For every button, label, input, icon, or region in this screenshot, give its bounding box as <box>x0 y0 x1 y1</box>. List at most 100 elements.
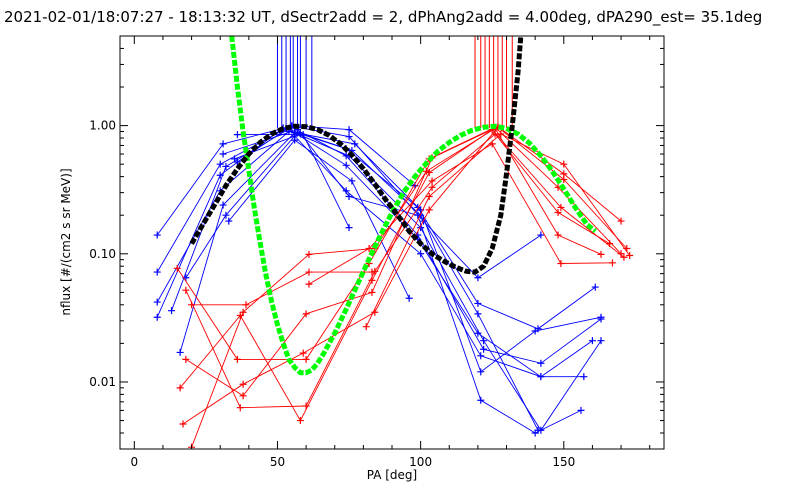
x-tick-label: 150 <box>552 455 575 469</box>
blue-data-point <box>580 373 588 381</box>
blue-data-point <box>176 348 184 356</box>
red-data-point <box>557 259 565 267</box>
red-series-line <box>182 126 628 425</box>
blue-data-point <box>222 211 230 219</box>
red-series-line <box>176 126 622 360</box>
red-series-line <box>185 126 622 397</box>
red-series-line <box>191 127 602 448</box>
blue-data-point <box>225 217 233 225</box>
red-data-point <box>182 355 190 363</box>
blue-data-point <box>233 131 241 139</box>
red-data-point <box>425 192 433 200</box>
blue-series-line <box>156 128 539 431</box>
red-data-point <box>362 323 370 331</box>
red-data-point <box>179 420 187 428</box>
red-data-point <box>606 240 614 248</box>
red-series-line <box>179 129 625 422</box>
red-data-point <box>597 250 605 258</box>
red-data-point <box>557 203 565 211</box>
red-series-line <box>308 143 613 285</box>
blue-data-point <box>480 345 488 353</box>
blue-data-point <box>342 152 350 160</box>
red-data-point <box>188 301 196 309</box>
blue-data-point <box>153 313 161 321</box>
blue-data-point <box>474 329 482 337</box>
red-data-point <box>236 404 244 412</box>
red-data-point <box>299 349 307 357</box>
blue-series-line <box>156 127 602 432</box>
green-model-curve <box>229 36 597 376</box>
blue-data-point <box>480 337 488 345</box>
red-data-point <box>428 177 436 185</box>
red-data-point <box>554 231 562 239</box>
red-data-point <box>425 206 433 214</box>
blue-data-point <box>153 268 161 276</box>
blue-data-point <box>414 203 422 211</box>
red-data-point <box>233 355 241 363</box>
blue-data-point <box>477 352 485 360</box>
blue-data-point <box>233 158 241 166</box>
blue-data-point <box>588 337 596 345</box>
y-axis-label: nflux [#/(cm2 s sr MeV)] <box>59 168 73 315</box>
red-data-point <box>626 251 634 259</box>
red-data-point <box>239 308 247 316</box>
red-data-point <box>239 392 247 400</box>
red-data-point <box>305 280 313 288</box>
red-data-point <box>302 355 310 363</box>
blue-series-line <box>185 135 593 378</box>
x-tick-label: 100 <box>409 455 432 469</box>
plot-area <box>153 36 634 449</box>
blue-data-point <box>291 136 299 144</box>
blue-data-point <box>222 162 230 170</box>
blue-data-point <box>534 325 542 333</box>
blue-data-point <box>153 231 161 239</box>
red-data-point <box>608 259 616 267</box>
blue-data-point <box>537 359 545 367</box>
blue-data-point <box>219 150 227 158</box>
blue-data-point <box>219 201 227 209</box>
red-data-point <box>560 160 568 168</box>
red-data-point <box>617 217 625 225</box>
blue-data-point <box>474 274 482 282</box>
red-data-point <box>620 253 628 261</box>
red-data-point <box>173 264 181 272</box>
y-axis: 0.01 0.10 1.00 <box>89 35 664 450</box>
red-data-point <box>368 268 376 276</box>
red-data-point <box>368 288 376 296</box>
blue-data-point <box>168 307 176 315</box>
red-data-point <box>296 417 304 425</box>
blue-data-point <box>345 133 353 141</box>
blue-data-point <box>345 224 353 232</box>
red-data-point <box>422 167 430 175</box>
red-data-point <box>176 384 184 392</box>
y-tick-label: 0.01 <box>89 375 116 389</box>
black-model-curve <box>189 36 524 275</box>
red-series-line <box>191 271 372 306</box>
blue-data-point <box>216 160 224 168</box>
red-data-point <box>302 402 310 410</box>
red-data-point <box>554 208 562 216</box>
red-data-point <box>560 170 568 178</box>
blue-data-point <box>537 373 545 381</box>
red-data-point <box>428 183 436 191</box>
red-data-point <box>239 380 247 388</box>
blue-data-point <box>474 310 482 318</box>
blue-data-point <box>345 126 353 134</box>
x-tick-label: 50 <box>270 455 285 469</box>
y-tick-label: 0.10 <box>89 247 116 261</box>
blue-series-line <box>179 132 584 378</box>
blue-data-point <box>474 299 482 307</box>
red-data-point <box>305 250 313 258</box>
blue-data-point <box>299 131 307 139</box>
blue-data-point <box>345 192 353 200</box>
red-data-point <box>305 268 313 276</box>
blue-data-point <box>477 368 485 376</box>
x-axis-label: PA [deg] <box>367 468 417 482</box>
blue-data-point <box>219 140 227 148</box>
red-data-point <box>368 276 376 284</box>
blue-data-point <box>597 337 605 345</box>
blue-data-point <box>348 177 356 185</box>
blue-data-point <box>577 406 585 414</box>
blue-data-point <box>477 396 485 404</box>
